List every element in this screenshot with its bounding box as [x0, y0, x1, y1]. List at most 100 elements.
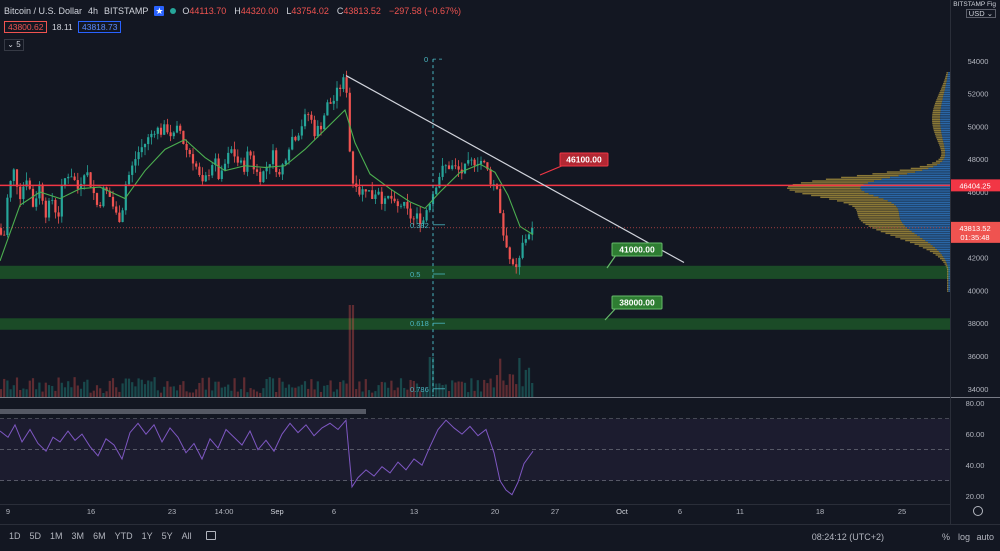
candle[interactable] — [406, 201, 409, 209]
candle[interactable] — [105, 187, 108, 191]
candle[interactable] — [259, 171, 262, 183]
candle[interactable] — [390, 195, 393, 199]
auto-toggle[interactable]: auto — [976, 532, 994, 542]
resistance-callout-box[interactable] — [559, 152, 609, 167]
range-button-6m[interactable]: 6M — [93, 530, 106, 541]
candle[interactable] — [310, 114, 313, 120]
candle[interactable] — [361, 189, 364, 195]
moving-average-line[interactable] — [0, 108, 534, 262]
candle[interactable] — [505, 235, 508, 248]
candle[interactable] — [47, 200, 51, 218]
candle[interactable] — [307, 114, 310, 116]
candle[interactable] — [12, 169, 15, 181]
candle[interactable] — [457, 166, 460, 170]
candle[interactable] — [342, 77, 345, 89]
candle[interactable] — [108, 190, 111, 197]
candle[interactable] — [441, 165, 444, 177]
candle[interactable] — [255, 169, 259, 172]
candle[interactable] — [393, 198, 396, 202]
clock-timezone[interactable]: 08:24:12 (UTC+2) — [811, 532, 884, 542]
candle[interactable] — [195, 163, 198, 167]
sell-price-box[interactable]: 43800.62 — [4, 21, 48, 33]
candle[interactable] — [95, 193, 99, 205]
support-zone-1[interactable] — [0, 265, 950, 279]
currency-selector[interactable]: BITSTAMP Fig USD ⌄ — [952, 1, 996, 18]
candle[interactable] — [316, 125, 319, 137]
candle[interactable] — [25, 180, 28, 187]
candle[interactable] — [227, 152, 230, 164]
candle[interactable] — [3, 234, 6, 236]
candle[interactable] — [396, 201, 399, 207]
candle[interactable] — [502, 213, 505, 236]
candle[interactable] — [495, 184, 499, 189]
candle[interactable] — [15, 169, 19, 187]
candle[interactable] — [60, 185, 63, 217]
candle[interactable] — [339, 87, 342, 89]
candle[interactable] — [435, 187, 438, 195]
range-button-1m[interactable]: 1M — [50, 530, 63, 541]
candle[interactable] — [335, 87, 339, 101]
candle[interactable] — [230, 149, 233, 153]
settings-gear-icon[interactable] — [973, 506, 983, 516]
candle[interactable] — [54, 199, 57, 213]
candle[interactable] — [303, 114, 307, 127]
candle[interactable] — [364, 189, 367, 192]
candle[interactable] — [483, 160, 486, 163]
candle[interactable] — [44, 200, 47, 218]
candle[interactable] — [137, 152, 140, 160]
candle[interactable] — [489, 169, 492, 185]
candle[interactable] — [447, 165, 451, 169]
indicators-toggle[interactable]: ⌄ 5 — [4, 39, 24, 51]
calendar-icon[interactable] — [205, 531, 216, 540]
candle[interactable] — [166, 124, 169, 133]
percent-toggle[interactable]: % — [941, 532, 950, 542]
candle[interactable] — [425, 210, 428, 221]
candle[interactable] — [467, 160, 470, 164]
candle[interactable] — [249, 151, 252, 156]
range-button-5d[interactable]: 5D — [29, 530, 42, 541]
currency-unit[interactable]: USD ⌄ — [965, 9, 996, 18]
candle[interactable] — [284, 160, 287, 165]
support-callout-38000-box[interactable] — [611, 295, 663, 310]
log-toggle[interactable]: log — [957, 532, 970, 542]
candle[interactable] — [73, 176, 76, 181]
candle[interactable] — [121, 210, 124, 223]
candle[interactable] — [294, 136, 297, 141]
candle[interactable] — [463, 163, 467, 174]
candle[interactable] — [150, 133, 153, 138]
candle[interactable] — [444, 165, 447, 167]
candle[interactable] — [278, 172, 281, 175]
candle[interactable] — [214, 158, 217, 166]
candle[interactable] — [521, 242, 524, 258]
candle[interactable] — [236, 156, 239, 163]
candle[interactable] — [451, 165, 454, 169]
candle[interactable] — [156, 127, 159, 134]
candle[interactable] — [470, 159, 473, 161]
candle[interactable] — [163, 124, 166, 135]
candle[interactable] — [492, 184, 495, 185]
candle[interactable] — [297, 135, 300, 141]
candle[interactable] — [348, 92, 351, 152]
candle[interactable] — [0, 228, 3, 235]
candle[interactable] — [19, 186, 22, 200]
buy-price-box[interactable]: 43818.73 — [78, 21, 122, 33]
candle[interactable] — [111, 196, 115, 207]
candle[interactable] — [524, 239, 527, 243]
candle[interactable] — [159, 127, 163, 135]
candle[interactable] — [332, 100, 335, 104]
candle[interactable] — [204, 175, 207, 182]
support-zone-2[interactable] — [0, 318, 950, 330]
rsi-line[interactable] — [0, 418, 534, 496]
candle[interactable] — [239, 160, 243, 163]
candle[interactable] — [140, 147, 143, 153]
candle[interactable] — [291, 136, 294, 150]
candle[interactable] — [252, 155, 255, 170]
interval-label[interactable]: 4h — [88, 6, 99, 16]
candle[interactable] — [92, 186, 95, 194]
candle[interactable] — [412, 218, 415, 220]
candle[interactable] — [531, 227, 534, 235]
candle[interactable] — [207, 175, 211, 177]
range-button-ytd[interactable]: YTD — [114, 530, 133, 541]
trendline[interactable] — [345, 75, 685, 264]
